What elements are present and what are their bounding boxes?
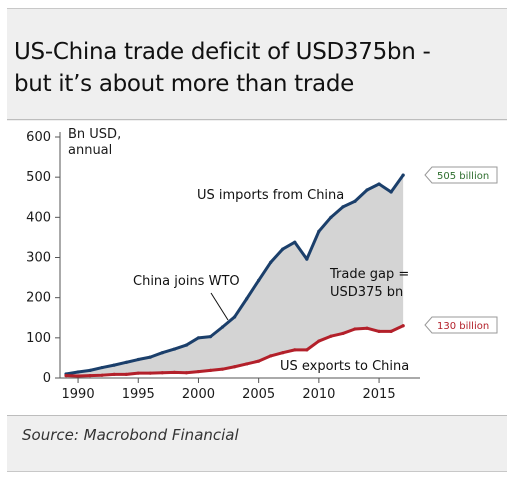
imports-series-point <box>88 368 92 372</box>
imports-series-point <box>208 335 213 339</box>
y-tick-label: 0 <box>43 371 51 386</box>
exports-series-point <box>401 324 405 328</box>
imports-series-point <box>305 257 309 261</box>
imports-series-point <box>76 370 80 374</box>
exports-series-point <box>377 329 381 334</box>
exports-series-label: US exports to China <box>280 359 409 374</box>
exports-end-callout: 130 billion <box>424 316 498 334</box>
y-tick-label: 600 <box>26 130 51 145</box>
exports-series-point <box>136 371 140 375</box>
wto-pointer <box>210 292 229 321</box>
imports-series-point <box>317 229 321 233</box>
imports-series-point <box>148 355 152 359</box>
imports-series-point <box>172 347 176 351</box>
exports-series-point <box>389 329 393 334</box>
imports-series-point <box>232 315 237 319</box>
exports-series-point <box>160 371 164 375</box>
gap-annotation-line-1: Trade gap = <box>329 267 409 282</box>
wto-annotation: China joins WTO <box>133 274 240 289</box>
exports-series-point <box>184 371 189 375</box>
exports-series-point <box>196 369 201 374</box>
imports-series-point <box>269 260 273 264</box>
imports-series-point <box>124 360 128 364</box>
title-line-2: but it’s about more than trade <box>14 71 354 97</box>
imports-callout-box <box>424 166 498 184</box>
exports-series-point <box>293 348 297 352</box>
imports-series-point <box>184 343 189 347</box>
x-tick-label: 2005 <box>242 387 275 402</box>
y-tick-label: 500 <box>26 170 51 185</box>
y-tick-label: 300 <box>26 251 51 266</box>
exports-series-point <box>148 371 152 375</box>
exports-series-point <box>76 374 80 378</box>
imports-series-point <box>365 188 369 192</box>
source-note: Source: Macrobond Financial <box>22 426 239 444</box>
plot-background <box>7 121 507 415</box>
imports-series-point <box>341 205 345 209</box>
x-tick-label: 2015 <box>363 387 396 402</box>
x-tick-label: 1995 <box>122 387 155 402</box>
exports-series-point <box>124 372 128 376</box>
imports-series-point <box>136 357 140 362</box>
title-line-1: US-China trade deficit of USD375bn - <box>14 39 431 65</box>
exports-series-point <box>64 373 68 378</box>
exports-series-point <box>329 334 333 338</box>
exports-series-point <box>112 372 116 376</box>
exports-series-point <box>305 348 309 352</box>
imports-series-point <box>329 215 333 219</box>
chart-title: US-China trade deficit of USD375bn - but… <box>14 36 494 100</box>
imports-series-point <box>353 199 357 203</box>
exports-series-point <box>341 331 345 336</box>
exports-series-point <box>88 373 92 378</box>
trade-gap-area <box>66 175 404 376</box>
y-axis-label-line-2: annual <box>68 143 112 158</box>
imports-series-label: US imports from China <box>197 188 344 203</box>
exports-series-point <box>269 354 273 358</box>
title-divider <box>7 119 507 120</box>
x-tick-label: 1990 <box>62 387 95 402</box>
exports-series-point <box>220 367 225 371</box>
x-tick-label: 2000 <box>182 387 215 402</box>
exports-callout-box <box>424 316 498 334</box>
y-tick-label: 100 <box>26 331 51 346</box>
exports-series-point <box>172 370 176 374</box>
imports-series-point <box>220 325 225 329</box>
y-axis-label-line-1: Bn USD, <box>68 127 121 142</box>
imports-series-point <box>112 363 116 367</box>
exports-series-point <box>281 351 285 355</box>
imports-series-point <box>281 247 285 251</box>
exports-series-point <box>232 365 237 369</box>
y-tick-label: 400 <box>26 210 51 225</box>
exports-series-point <box>353 327 357 331</box>
imports-series-point <box>401 173 405 177</box>
gap-annotation-line-2: USD375 bn <box>330 285 403 300</box>
imports-series-point <box>100 365 104 370</box>
exports-series-point <box>100 373 104 377</box>
imports-series-point <box>389 190 393 194</box>
y-tick-label: 200 <box>26 291 51 306</box>
imports-end-callout: 505 billion <box>424 166 498 184</box>
imports-series-point <box>377 182 381 186</box>
source-divider <box>7 415 507 416</box>
exports-series-point <box>365 326 369 330</box>
x-tick-label: 2010 <box>302 387 335 402</box>
imports-series-point <box>257 278 261 282</box>
exports-series-point <box>245 362 249 366</box>
exports-series-point <box>317 339 321 343</box>
exports-series-point <box>257 359 261 363</box>
imports-series-point <box>196 336 201 340</box>
imports-series-point <box>293 240 297 244</box>
exports-series-point <box>208 368 213 372</box>
imports-callout-text: 505 billion <box>437 171 489 182</box>
exports-callout-text: 130 billion <box>437 321 489 332</box>
imports-series-point <box>160 351 164 355</box>
imports-series-point <box>245 297 249 301</box>
